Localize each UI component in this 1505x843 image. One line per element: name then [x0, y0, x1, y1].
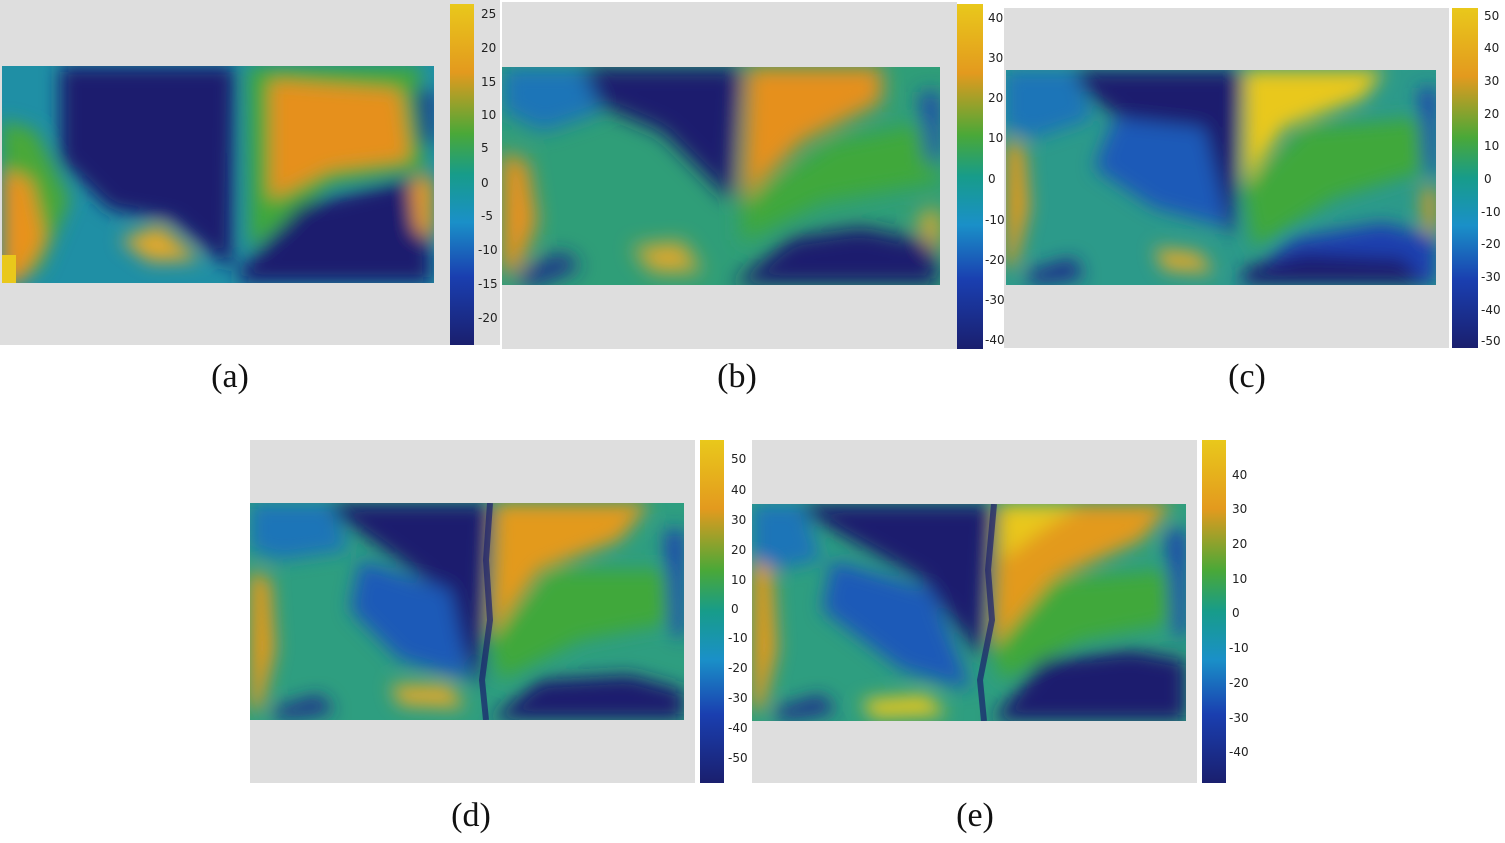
svg-text:30: 30 — [731, 513, 746, 527]
svg-text:-30: -30 — [728, 691, 748, 705]
svg-text:-40: -40 — [1481, 303, 1501, 317]
svg-text:-20: -20 — [728, 661, 748, 675]
svg-text:20: 20 — [1232, 537, 1247, 551]
svg-text:10: 10 — [988, 131, 1003, 145]
caption-a: (a) — [211, 358, 249, 395]
svg-text:-20: -20 — [985, 253, 1005, 267]
colorbar-c-ticks: 50 40 30 20 10 0 -10 -20 -30 -40 -50 — [1481, 9, 1501, 348]
caption-b: (b) — [717, 358, 757, 395]
svg-text:-20: -20 — [1481, 237, 1501, 251]
svg-text:-30: -30 — [1481, 270, 1501, 284]
svg-text:-30: -30 — [985, 293, 1005, 307]
heatmap-a: 25 20 15 10 5 0 -5 -10 -15 -20 — [0, 0, 500, 345]
svg-text:-5: -5 — [481, 209, 493, 223]
svg-text:-20: -20 — [1229, 676, 1249, 690]
svg-text:30: 30 — [1232, 502, 1247, 516]
colorbar-a-ticks: 25 20 15 10 5 0 -5 -10 -15 -20 — [478, 7, 498, 325]
panel-e: 40 30 20 10 0 -10 -20 -30 -40 — [752, 440, 1252, 785]
svg-text:10: 10 — [731, 573, 746, 587]
svg-text:-15: -15 — [478, 277, 498, 291]
svg-text:-50: -50 — [1481, 334, 1501, 348]
panel-d: 50 40 30 20 10 0 -10 -20 -30 -40 -50 — [250, 440, 750, 785]
svg-text:50: 50 — [731, 452, 746, 466]
svg-text:-10: -10 — [985, 213, 1005, 227]
svg-text:40: 40 — [1484, 41, 1499, 55]
colorbar-e — [1202, 440, 1226, 783]
svg-text:30: 30 — [988, 51, 1003, 65]
colorbar-e-ticks: 40 30 20 10 0 -10 -20 -30 -40 — [1229, 468, 1249, 759]
svg-text:-10: -10 — [478, 243, 498, 257]
svg-text:-30: -30 — [1229, 711, 1249, 725]
colorbar-d-ticks: 50 40 30 20 10 0 -10 -20 -30 -40 -50 — [728, 452, 748, 765]
svg-text:10: 10 — [1484, 139, 1499, 153]
svg-text:-10: -10 — [1229, 641, 1249, 655]
heatmap-c: 50 40 30 20 10 0 -10 -20 -30 -40 -50 — [1004, 8, 1501, 348]
svg-text:20: 20 — [481, 41, 496, 55]
svg-text:40: 40 — [1232, 468, 1247, 482]
svg-text:5: 5 — [481, 141, 489, 155]
svg-text:10: 10 — [1232, 572, 1247, 586]
colorbar-a — [450, 4, 474, 345]
caption-d: (d) — [451, 797, 491, 834]
heatmap-e: 40 30 20 10 0 -10 -20 -30 -40 — [752, 440, 1249, 783]
svg-text:0: 0 — [731, 602, 739, 616]
svg-text:10: 10 — [481, 108, 496, 122]
svg-text:30: 30 — [1484, 74, 1499, 88]
svg-text:40: 40 — [988, 11, 1003, 25]
svg-text:0: 0 — [1484, 172, 1492, 186]
colorbar-b — [957, 4, 983, 349]
panel-b: 40 30 20 10 0 -10 -20 -30 -40 — [502, 2, 1012, 352]
svg-text:20: 20 — [731, 543, 746, 557]
svg-text:20: 20 — [1484, 107, 1499, 121]
svg-text:0: 0 — [481, 176, 489, 190]
svg-text:-40: -40 — [1229, 745, 1249, 759]
heatmap-d: 50 40 30 20 10 0 -10 -20 -30 -40 -50 — [250, 440, 748, 783]
colorbar-b-ticks: 40 30 20 10 0 -10 -20 -30 -40 — [985, 11, 1005, 347]
svg-text:40: 40 — [731, 483, 746, 497]
svg-text:-50: -50 — [728, 751, 748, 765]
svg-text:0: 0 — [988, 172, 996, 186]
svg-text:20: 20 — [988, 91, 1003, 105]
heatmap-b: 40 30 20 10 0 -10 -20 -30 -40 — [502, 2, 1005, 349]
panel-c: 50 40 30 20 10 0 -10 -20 -30 -40 -50 — [1004, 8, 1504, 353]
svg-text:25: 25 — [481, 7, 496, 21]
svg-text:50: 50 — [1484, 9, 1499, 23]
svg-text:-40: -40 — [728, 721, 748, 735]
svg-text:15: 15 — [481, 75, 496, 89]
panel-a: 25 20 15 10 5 0 -5 -10 -15 -20 — [0, 0, 500, 350]
svg-text:-20: -20 — [478, 311, 498, 325]
caption-e: (e) — [956, 797, 994, 834]
svg-text:-10: -10 — [728, 631, 748, 645]
colorbar-c — [1452, 8, 1478, 348]
colorbar-d — [700, 440, 724, 783]
svg-text:-10: -10 — [1481, 205, 1501, 219]
caption-c: (c) — [1228, 358, 1266, 395]
svg-text:0: 0 — [1232, 606, 1240, 620]
svg-text:-40: -40 — [985, 333, 1005, 347]
